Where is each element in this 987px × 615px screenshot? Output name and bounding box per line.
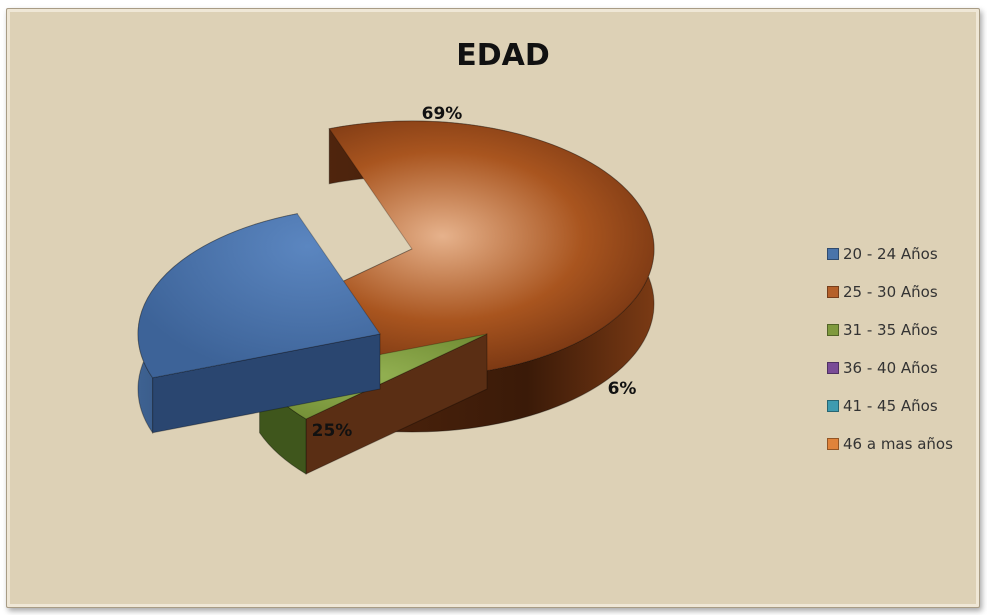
legend-item: 25 - 30 Años xyxy=(827,273,977,311)
legend-swatch xyxy=(827,400,839,412)
legend: 20 - 24 Años 25 - 30 Años 31 - 35 Años 3… xyxy=(827,235,977,463)
legend-swatch xyxy=(827,438,839,450)
legend-label: 36 - 40 Años xyxy=(843,359,938,377)
slice-wall xyxy=(152,333,381,434)
data-label: 69% xyxy=(422,104,463,124)
legend-item: 36 - 40 Años xyxy=(827,349,977,387)
legend-label: 20 - 24 Años xyxy=(843,245,938,263)
legend-label: 41 - 45 Años xyxy=(843,397,938,415)
legend-item: 20 - 24 Años xyxy=(827,235,977,273)
legend-item: 41 - 45 Años xyxy=(827,387,977,425)
chart-area: EDAD 69% 6% 25% 20 - 24 Años 25 - 30 Años … xyxy=(6,8,980,608)
pie-slice xyxy=(137,213,381,435)
legend-swatch xyxy=(827,248,839,260)
legend-item: 31 - 35 Años xyxy=(827,311,977,349)
legend-swatch xyxy=(827,324,839,336)
legend-swatch xyxy=(827,286,839,298)
pie-slices xyxy=(137,120,655,475)
data-label: 25% xyxy=(312,421,353,441)
legend-item: 46 a mas años xyxy=(827,425,977,463)
pie-chart: EDAD 69% 6% 25% xyxy=(137,38,655,475)
data-labels: 69% 6% 25% xyxy=(312,104,637,441)
legend-swatch xyxy=(827,362,839,374)
legend-label: 46 a mas años xyxy=(843,435,953,453)
chart-title: EDAD xyxy=(456,38,550,73)
data-label: 6% xyxy=(608,379,637,399)
legend-label: 25 - 30 Años xyxy=(843,283,938,301)
legend-label: 31 - 35 Años xyxy=(843,321,938,339)
slice-top xyxy=(137,213,381,379)
